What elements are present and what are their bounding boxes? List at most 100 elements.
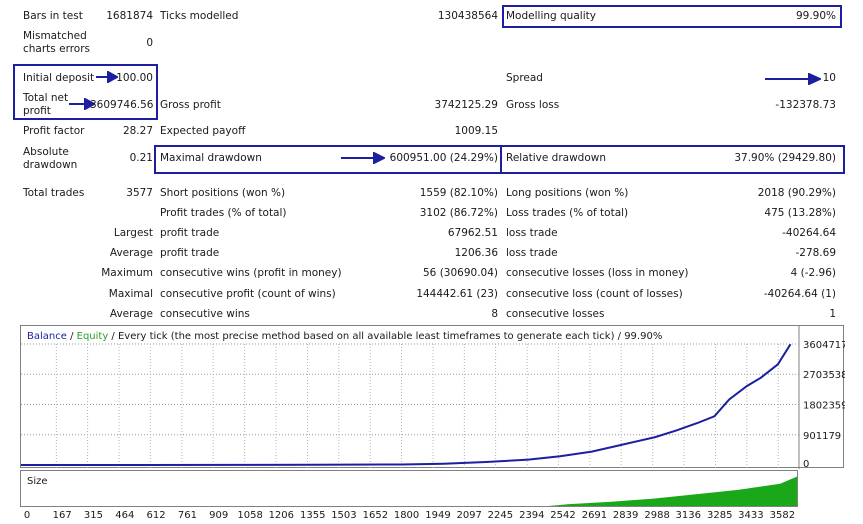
loss-trades-label: Loss trades (% of total) bbox=[506, 207, 629, 219]
relative-drawdown-highlight bbox=[500, 145, 845, 174]
mismatched-value: 0 bbox=[146, 37, 153, 49]
profit-trades-value: 3102 (86.72%) bbox=[419, 207, 498, 219]
balance-chart-plot: 3604717 2703538 1802359 901179 0 bbox=[21, 326, 845, 469]
expected-payoff-label: Expected payoff bbox=[160, 125, 246, 137]
modelling-quality-highlight bbox=[502, 5, 842, 28]
size-chart-plot bbox=[21, 476, 797, 506]
avg-consecutive-wins-label: consecutive wins bbox=[160, 308, 250, 320]
y-tick-label: 2703538 bbox=[803, 370, 845, 381]
total-net-label-1: Total net bbox=[23, 92, 69, 104]
x-tick-label: 2245 bbox=[487, 510, 514, 521]
y-tick-label: 3604717 bbox=[803, 340, 845, 351]
total-trades-value: 3577 bbox=[126, 187, 153, 199]
x-tick-label: 1206 bbox=[268, 510, 295, 521]
x-tick-label: 2542 bbox=[550, 510, 576, 521]
initial-deposit-label: Initial deposit bbox=[23, 72, 95, 84]
size-series-area bbox=[21, 476, 797, 506]
ticks-modelled-label: Ticks modelled bbox=[160, 10, 239, 22]
size-chart: Size bbox=[20, 470, 798, 507]
average-label: Average bbox=[109, 247, 153, 259]
bars-in-test-value: 1681874 bbox=[106, 10, 153, 22]
y-tick-label: 1802359 bbox=[803, 401, 845, 412]
spread-label: Spread bbox=[506, 72, 543, 84]
x-tick-label: 2394 bbox=[519, 510, 545, 521]
x-tick-label: 2097 bbox=[456, 510, 482, 521]
relative-drawdown-label: Relative drawdown bbox=[506, 152, 607, 164]
x-tick-label: 612 bbox=[146, 510, 166, 521]
x-tick-label: 315 bbox=[83, 510, 103, 521]
x-tick-label: 1800 bbox=[393, 510, 420, 521]
profit-trades-label: Profit trades (% of total) bbox=[160, 207, 287, 219]
modelling-quality-value: 99.90% bbox=[795, 10, 836, 22]
largest-loss-value: -40264.64 bbox=[782, 227, 836, 239]
x-tick-label: 464 bbox=[115, 510, 135, 521]
gross-profit-value: 3742125.29 bbox=[434, 99, 498, 111]
arrow-right-icon bbox=[341, 152, 385, 164]
short-positions-value: 1559 (82.10%) bbox=[419, 187, 498, 199]
gross-profit-label: Gross profit bbox=[160, 99, 221, 111]
x-tick-label: 909 bbox=[209, 510, 229, 521]
maximal-consecutive-loss-label: consecutive loss (count of losses) bbox=[506, 288, 683, 300]
total-trades-label: Total trades bbox=[23, 187, 85, 199]
total-net-value: 3609746.56 bbox=[90, 99, 154, 111]
max-consecutive-losses-label: consecutive losses (loss in money) bbox=[506, 267, 689, 279]
x-tick-label: 3285 bbox=[706, 510, 733, 521]
average-profit-label: profit trade bbox=[160, 247, 220, 259]
absolute-drawdown-label-1: Absolute bbox=[23, 146, 69, 158]
expected-payoff-value: 1009.15 bbox=[454, 125, 498, 137]
avg-consecutive-losses-value: 1 bbox=[829, 308, 836, 320]
x-tick-label: 167 bbox=[52, 510, 72, 521]
largest-label: Largest bbox=[113, 227, 153, 239]
maximal-consecutive-profit-label: consecutive profit (count of wins) bbox=[160, 288, 336, 300]
x-tick-label: 1503 bbox=[331, 510, 357, 521]
maximal-consecutive-loss-value: -40264.64 (1) bbox=[763, 288, 836, 300]
maximum-label: Maximum bbox=[101, 267, 153, 279]
profit-factor-label: Profit factor bbox=[23, 125, 85, 137]
long-positions-label: Long positions (won %) bbox=[506, 187, 629, 199]
chart-legend: Balance / Equity / Every tick (the most … bbox=[27, 331, 662, 342]
balance-chart: 3604717 2703538 1802359 901179 0 Balance / E… bbox=[20, 325, 845, 469]
x-tick-label: 0 bbox=[23, 510, 31, 521]
x-tick-label: 3582 bbox=[769, 510, 796, 521]
total-net-label-2: profit bbox=[23, 105, 51, 117]
max-consecutive-wins-label: consecutive wins (profit in money) bbox=[160, 267, 342, 279]
balance-series-line bbox=[21, 343, 792, 466]
average-profit-value: 1206.36 bbox=[454, 247, 498, 259]
max-consecutive-wins-value: 56 (30690.04) bbox=[423, 267, 498, 279]
modelling-quality-label: Modelling quality bbox=[506, 10, 596, 22]
x-tick-label: 3136 bbox=[675, 510, 702, 521]
largest-loss-label: loss trade bbox=[506, 227, 558, 239]
deposit-profit-highlight bbox=[13, 64, 158, 120]
x-tick-label: 3433 bbox=[738, 510, 764, 521]
mismatched-label-2: charts errors bbox=[23, 43, 90, 55]
arrow-right-icon bbox=[69, 98, 95, 110]
legend-method: / Every tick (the most precise method ba… bbox=[108, 331, 663, 342]
gross-loss-label: Gross loss bbox=[506, 99, 560, 111]
relative-drawdown-value: 37.90% (29429.80) bbox=[734, 152, 836, 164]
short-positions-label: Short positions (won %) bbox=[160, 187, 286, 199]
average-loss-value: -278.69 bbox=[795, 247, 836, 259]
profit-factor-value: 28.27 bbox=[122, 125, 153, 137]
legend-equity: Equity bbox=[76, 331, 109, 342]
avg-consecutive-losses-label: consecutive losses bbox=[506, 308, 605, 320]
largest-profit-value: 67962.51 bbox=[447, 227, 498, 239]
long-positions-value: 2018 (90.29%) bbox=[757, 187, 836, 199]
maximal-label: Maximal bbox=[108, 288, 153, 300]
loss-trades-value: 475 (13.28%) bbox=[764, 207, 836, 219]
largest-profit-label: profit trade bbox=[160, 227, 220, 239]
arrow-right-icon bbox=[96, 71, 118, 83]
bars-in-test-label: Bars in test bbox=[23, 10, 83, 22]
x-tick-label: 1355 bbox=[299, 510, 326, 521]
maximal-consecutive-profit-value: 144442.61 (23) bbox=[416, 288, 498, 300]
maximal-drawdown-value: 600951.00 (24.29%) bbox=[389, 152, 498, 164]
y-tick-label: 901179 bbox=[803, 431, 841, 442]
x-tick-label: 1058 bbox=[237, 510, 263, 521]
avg-consecutive-wins-value: 8 bbox=[491, 308, 498, 320]
x-tick-label: 761 bbox=[177, 510, 198, 521]
x-tick-label: 1652 bbox=[362, 510, 389, 521]
x-tick-label: 2839 bbox=[612, 510, 639, 521]
gross-loss-value: -132378.73 bbox=[775, 99, 836, 111]
initial-deposit-value: 100.00 bbox=[116, 72, 153, 84]
maximal-drawdown-label: Maximal drawdown bbox=[160, 152, 262, 164]
mismatched-label-1: Mismatched bbox=[23, 30, 87, 42]
